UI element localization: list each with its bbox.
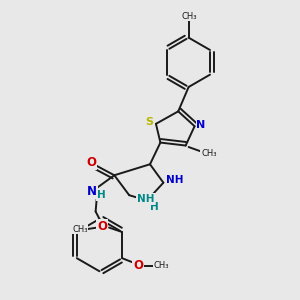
- Text: O: O: [97, 220, 107, 232]
- Text: CH₃: CH₃: [182, 12, 197, 21]
- Text: S: S: [146, 117, 153, 127]
- Text: N: N: [87, 185, 97, 198]
- Text: N: N: [196, 120, 206, 130]
- Text: CH₃: CH₃: [201, 149, 217, 158]
- Text: H: H: [97, 190, 106, 200]
- Text: NH: NH: [137, 194, 154, 204]
- Text: H: H: [150, 202, 159, 212]
- Text: O: O: [133, 259, 143, 272]
- Text: CH₃: CH₃: [72, 225, 88, 234]
- Text: O: O: [86, 156, 96, 169]
- Text: NH: NH: [166, 175, 183, 185]
- Text: CH₃: CH₃: [154, 261, 170, 270]
